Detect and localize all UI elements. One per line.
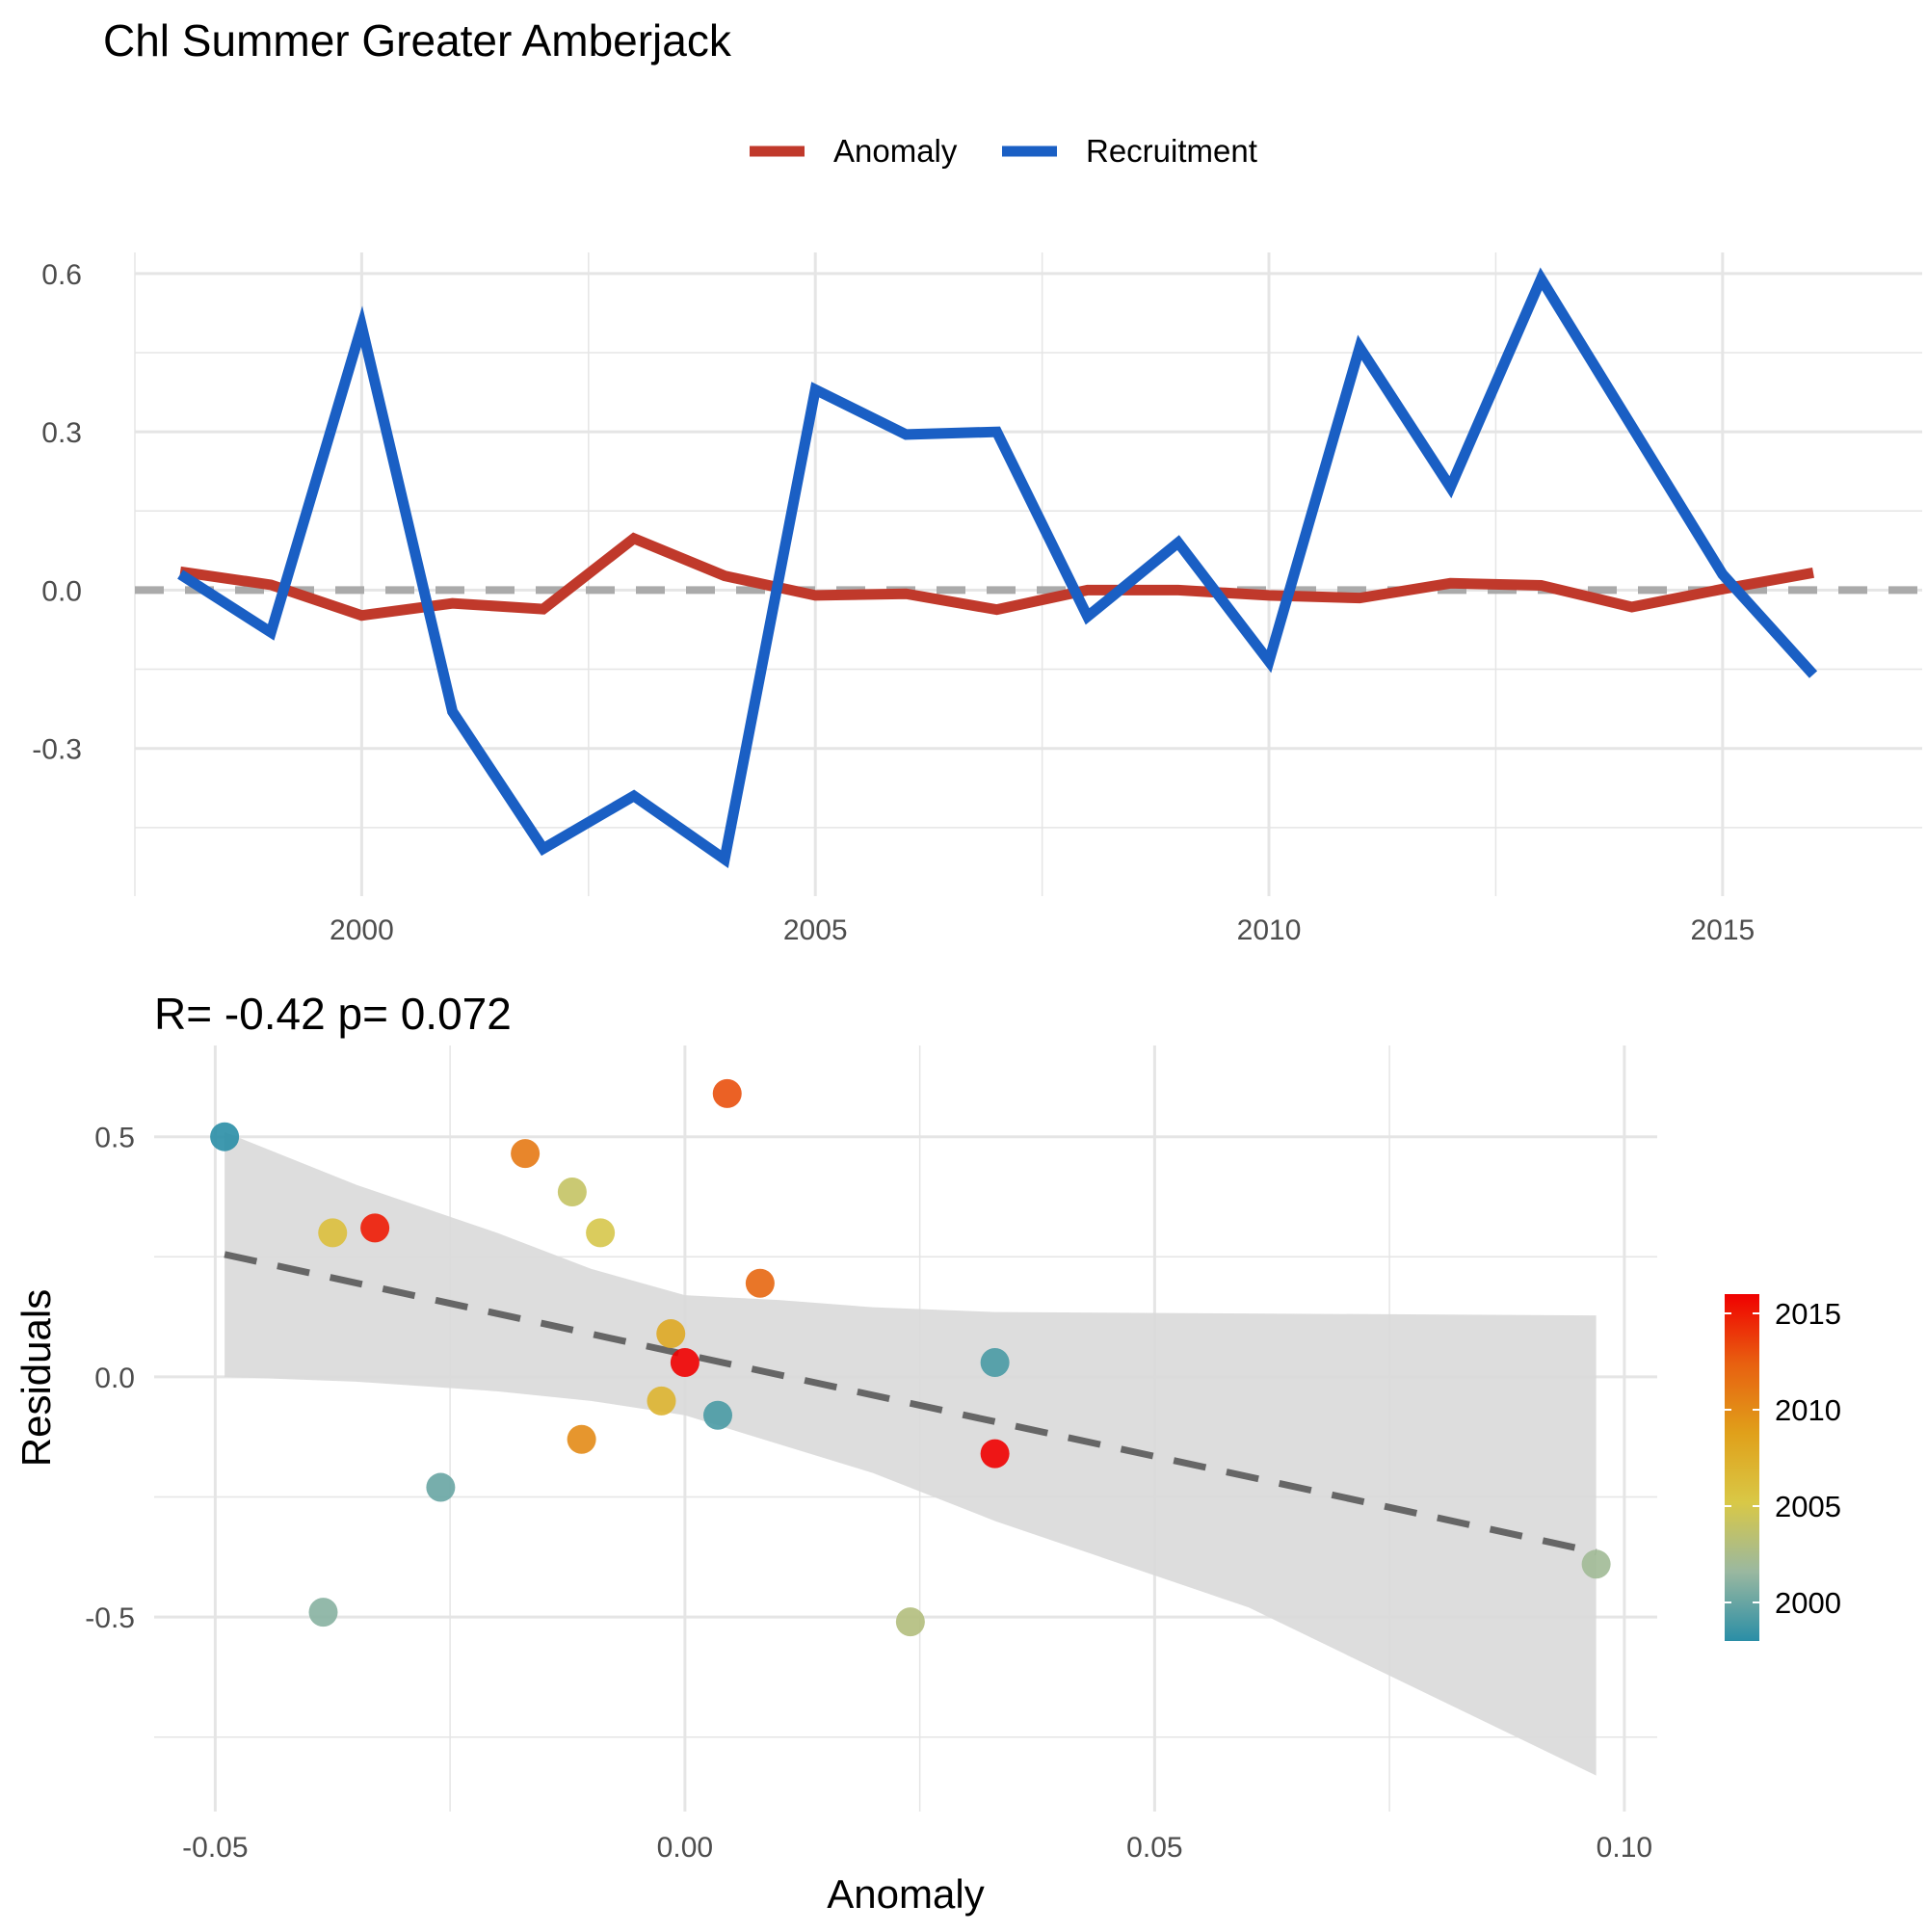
time-series-lines: [177, 267, 1818, 869]
legend-recruitment-label: Recruitment: [1086, 133, 1257, 169]
colorbar-tick-label: 2005: [1775, 1490, 1841, 1523]
legend: Anomaly Recruitment: [750, 133, 1257, 169]
anomaly-series-line: [179, 532, 1814, 622]
scatter-point: [895, 1607, 925, 1637]
scatter-point: [712, 1078, 742, 1108]
top-y-tick-label: 0.0: [41, 575, 82, 607]
scatter-panel: -0.5 0.0 0.5 -0.05 0.00 0.05 0.10: [85, 1045, 1657, 1864]
time-series-panel: -0.3 0.0 0.3 0.6 2000 2005 2010 2015: [32, 252, 1922, 946]
scatter-x-tick-label: 0.10: [1597, 1832, 1652, 1864]
scatter-point: [318, 1218, 348, 1248]
top-x-tick-labels: 2000 2005 2010 2015: [330, 914, 1755, 946]
scatter-y-tick-label: 0.0: [94, 1363, 135, 1394]
top-y-tick-label: 0.6: [41, 259, 82, 291]
page-title: Chl Summer Greater Amberjack: [103, 15, 732, 66]
scatter-x-tick-label: 0.05: [1126, 1832, 1182, 1864]
scatter-point: [586, 1218, 616, 1248]
colorbar-ticks: 2000 2005 2010 2015: [1725, 1297, 1841, 1620]
top-y-tick-labels: -0.3 0.0 0.3 0.6: [32, 259, 82, 766]
top-x-tick-label: 2015: [1690, 914, 1755, 946]
top-x-tick-label: 2000: [330, 914, 394, 946]
scatter-point: [426, 1472, 456, 1502]
scatter-point: [647, 1386, 676, 1416]
scatter-point: [557, 1178, 587, 1207]
scatter-y-tick-labels: -0.5 0.0 0.5: [85, 1123, 135, 1634]
scatter-point: [308, 1598, 338, 1628]
scatter-point: [656, 1319, 686, 1349]
scatter-x-tick-labels: -0.05 0.00 0.05 0.10: [182, 1832, 1652, 1864]
scatter-points: [210, 1078, 1611, 1637]
scatter-y-axis-label: Residuals: [13, 1289, 59, 1467]
scatter-x-axis-label: Anomaly: [827, 1871, 984, 1917]
top-y-tick-label: -0.3: [32, 734, 82, 766]
top-x-tick-label: 2005: [783, 914, 848, 946]
colorbar-tick-label: 2015: [1775, 1297, 1841, 1331]
scatter-point: [360, 1213, 390, 1243]
top-y-tick-label: 0.3: [41, 417, 82, 449]
scatter-x-tick-label: 0.00: [657, 1832, 713, 1864]
scatter-point: [567, 1424, 596, 1454]
scatter-point: [511, 1139, 541, 1169]
scatter-point: [745, 1268, 775, 1298]
scatter-point: [670, 1347, 700, 1377]
colorbar-gradient: [1725, 1294, 1759, 1641]
scatter-x-tick-label: -0.05: [182, 1832, 248, 1864]
scatter-point: [980, 1439, 1010, 1469]
scatter-y-tick-label: 0.5: [94, 1123, 135, 1154]
scatter-y-tick-label: -0.5: [85, 1602, 135, 1634]
scatter-point: [703, 1400, 732, 1430]
colorbar-tick-label: 2000: [1775, 1586, 1841, 1620]
legend-anomaly-label: Anomaly: [833, 133, 958, 169]
top-grid: [134, 252, 1922, 896]
year-colorbar: 2000 2005 2010 2015: [1725, 1294, 1841, 1641]
colorbar-tick-label: 2010: [1775, 1393, 1841, 1427]
scatter-point: [980, 1347, 1010, 1377]
recruitment-series-line: [177, 267, 1818, 869]
confidence-band: [224, 1131, 1597, 1776]
scatter-point: [210, 1122, 240, 1151]
top-x-tick-label: 2010: [1237, 914, 1302, 946]
scatter-title: R= -0.42 p= 0.072: [154, 989, 512, 1039]
scatter-point: [1581, 1549, 1611, 1579]
regression-line: [224, 1251, 1597, 1556]
